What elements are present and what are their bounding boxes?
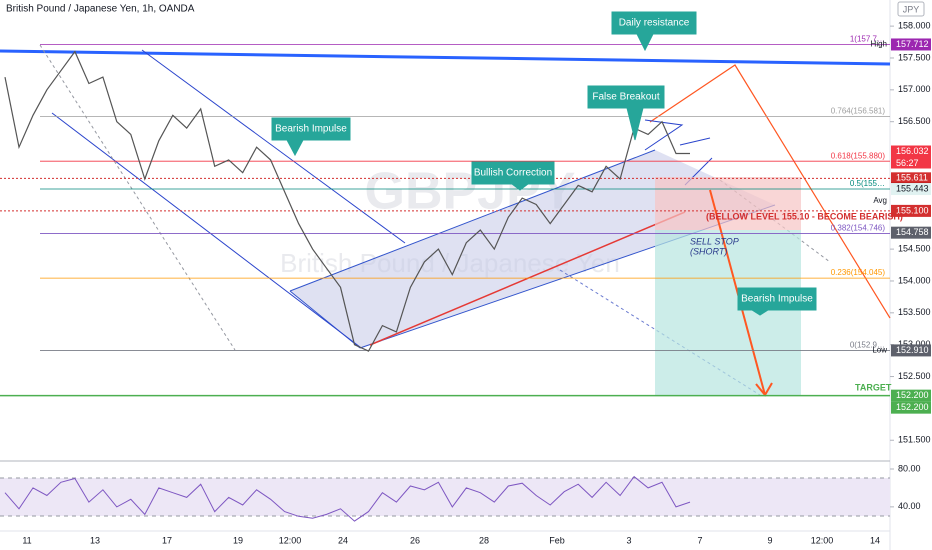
- price-line: [4, 50, 690, 352]
- annotation: Bullish Correction: [471, 161, 555, 191]
- x-tick-label: 24: [338, 535, 348, 545]
- callout: [737, 287, 817, 316]
- x-tick-label: 26: [410, 535, 420, 545]
- y-tick-label: 153.500: [898, 307, 931, 317]
- callout: [611, 11, 697, 52]
- y-tick-label: 152.500: [898, 371, 931, 381]
- level-tag: High: [871, 40, 887, 49]
- callout: [587, 85, 665, 141]
- price-badge-label: 155.100: [896, 205, 929, 215]
- level-tag: Low: [872, 346, 887, 355]
- down-channel-bottom: [51, 112, 361, 348]
- x-tick-label: Feb: [549, 535, 565, 545]
- price-badge: [891, 344, 931, 357]
- price-badge-label: 152.200: [896, 390, 929, 400]
- price-badge: [891, 38, 931, 51]
- y-tick-label: 158.000: [898, 20, 931, 30]
- price-badge-label: 154.758: [896, 227, 929, 237]
- currency-box: [897, 1, 925, 17]
- note: SELL STOP: [690, 236, 739, 246]
- x-tick-label: 17: [162, 535, 172, 545]
- fib-trend: [39, 44, 236, 351]
- y-tick-label: 157.000: [898, 84, 931, 94]
- annotation-text: Bullish Correction: [474, 168, 552, 179]
- x-tick-label: 19: [233, 535, 243, 545]
- annotation-text: Bearish Impulse: [275, 124, 347, 135]
- y-tick-label: 157.500: [898, 52, 931, 62]
- x-tick-label: 3: [626, 535, 631, 545]
- countdown: 56:27: [896, 158, 919, 168]
- fib-label: 0.236(154.045): [831, 268, 886, 277]
- fib-label: 1(157.7…: [850, 35, 885, 44]
- annotation: Bearish Impulse: [737, 287, 817, 316]
- note: (SHORT): [690, 246, 727, 256]
- y-tick-label: 154.000: [898, 275, 931, 285]
- callout: [471, 161, 555, 191]
- price-badge: [891, 226, 931, 239]
- rsi-line: [4, 475, 691, 522]
- y-tick-label: 151.500: [898, 435, 931, 445]
- chart-title: British Pound / Japanese Yen, 1h, OANDA: [6, 4, 195, 15]
- price-badge: [891, 204, 931, 217]
- annotation: Daily resistance: [611, 11, 697, 52]
- price-badge-label: 152.910: [896, 345, 929, 355]
- price-badge-label: 155.443: [896, 183, 929, 193]
- x-tick-label: 11: [22, 535, 31, 545]
- stop-zone: [655, 177, 801, 230]
- flag: [644, 119, 684, 151]
- fib-label: 0.618(155.880): [831, 151, 886, 160]
- price-badge: [891, 172, 931, 185]
- price-badge: [891, 389, 931, 402]
- price-badge-label: 156.032: [896, 146, 929, 156]
- price-badge: [891, 145, 931, 158]
- callout: [271, 117, 351, 157]
- annotation: False Breakout: [587, 85, 665, 141]
- currency: JPY: [903, 4, 920, 14]
- x-tick-label: 12:00: [811, 535, 834, 545]
- annotation-text: Bearish Impulse: [741, 294, 813, 305]
- price-badge: [891, 183, 931, 196]
- fib-label: 0.764(156.581): [831, 107, 886, 116]
- x-tick-label: 12:00: [279, 535, 302, 545]
- x-tick-label: 28: [479, 535, 489, 545]
- annotation: Bearish Impulse: [271, 117, 351, 157]
- fib-label: 0.382(154.746): [831, 224, 886, 233]
- daily-resistance-line: [0, 49, 891, 66]
- note: (BELLOW LEVEL 155.10 - BECOME BEARISH): [706, 211, 903, 221]
- fib-label: 0.5(155…: [850, 179, 885, 188]
- x-tick-label: 14: [870, 535, 880, 545]
- y-tick-label: 80.00: [898, 463, 921, 473]
- x-tick-label: 7: [697, 535, 702, 545]
- x-tick-label: 9: [767, 535, 772, 545]
- countdown-badge: [891, 157, 931, 169]
- price-badge-label: 155.611: [896, 173, 928, 183]
- y-tick-label: 154.500: [898, 243, 931, 253]
- target-badge-label: 152.200: [896, 402, 929, 412]
- channel-fill: [290, 150, 775, 348]
- flag-line: [679, 137, 711, 146]
- rsi-band: [0, 478, 890, 516]
- price-badge-label: 157.712: [896, 39, 929, 49]
- note: TARGET: [855, 382, 892, 392]
- target-badge-2: [891, 401, 931, 414]
- fib-label: 0(152.9…: [850, 341, 885, 350]
- y-tick-label: 153.000: [898, 339, 931, 349]
- channel-top: [289, 149, 656, 292]
- annotation-text: Daily resistance: [619, 18, 690, 29]
- level-tag: Avg: [873, 196, 887, 205]
- y-tick-label: 40.00: [898, 501, 921, 511]
- y-tick-label: 156.500: [898, 116, 931, 126]
- annotation-text: False Breakout: [592, 92, 659, 103]
- x-tick-label: 13: [90, 535, 100, 545]
